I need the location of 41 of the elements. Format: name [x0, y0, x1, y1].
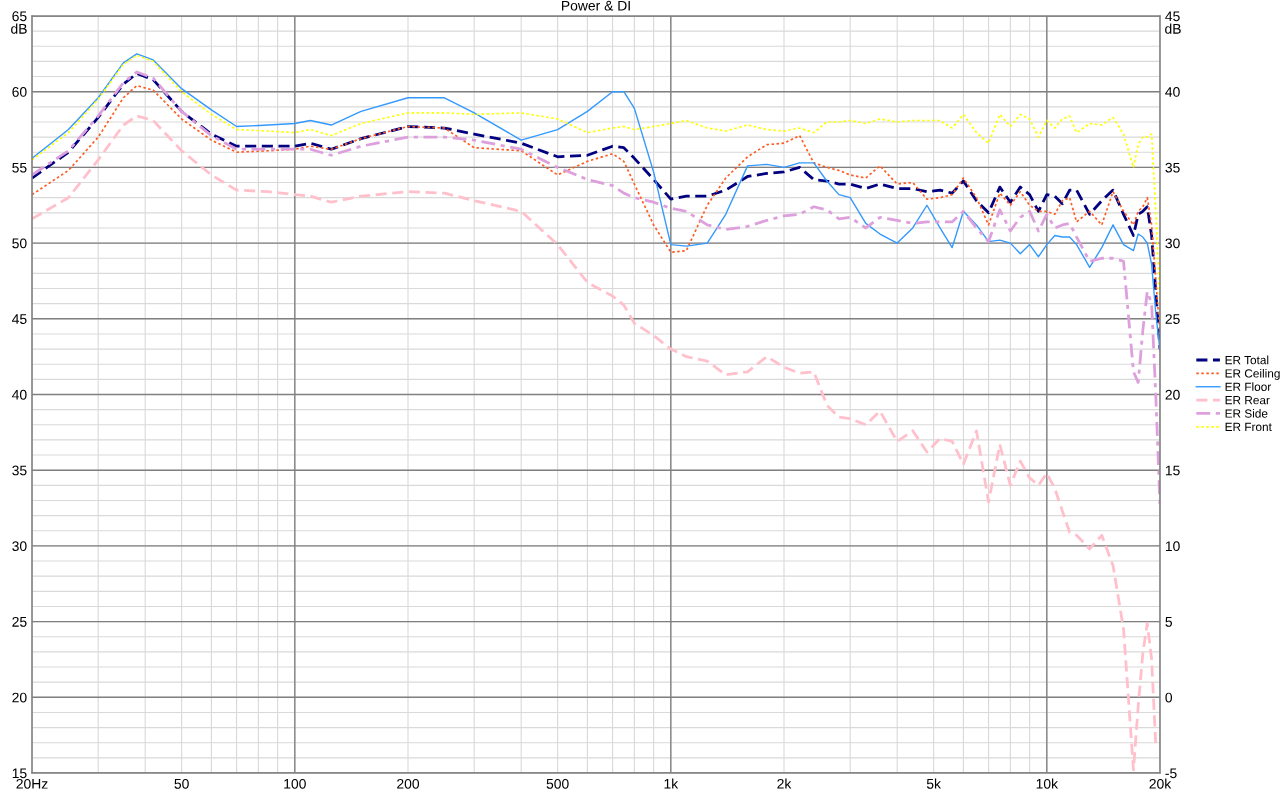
legend-label: ER Ceiling [1225, 368, 1280, 380]
y2-tick-label: 40 [1165, 87, 1180, 97]
legend-label: ER Floor [1225, 382, 1272, 391]
legend-label: ER Total [1225, 355, 1269, 365]
y-axis-title: dB [11, 23, 27, 34]
x-tick-label: 20Hz [16, 778, 48, 789]
y2-tick-label: 10 [1165, 541, 1180, 552]
x-tick-label: 5k [926, 778, 941, 789]
y2-tick-label: 15 [1165, 465, 1180, 476]
y2-axis-title: dB [1165, 23, 1181, 34]
y2-tick-label: 0 [1165, 692, 1173, 703]
y-tick-label: 50 [12, 238, 27, 249]
y-tick-label: 15 [12, 768, 27, 779]
x-tick-label: 200 [397, 778, 420, 789]
chart-title: Power & DI [562, 0, 630, 11]
y-tick-label: 60 [12, 87, 27, 97]
y2-tick-label: 30 [1165, 238, 1180, 249]
y-tick-label: 40 [12, 389, 27, 400]
legend-label: ER Front [1225, 422, 1272, 432]
x-tick-label: 50 [174, 778, 189, 789]
y2-tick-label: 35 [1165, 162, 1180, 173]
x-tick-label: 20k [1149, 778, 1172, 789]
legend-label: ER Rear [1225, 396, 1270, 405]
x-tick-label: 1k [664, 778, 679, 789]
y2-tick-label: 25 [1165, 314, 1180, 324]
y2-tick-label: 20 [1165, 389, 1180, 400]
y-tick-label: 25 [12, 616, 27, 627]
y2-tick-label: 45 [1165, 11, 1180, 22]
x-tick-label: 10k [1036, 778, 1059, 789]
y2-tick-label: -5 [1165, 768, 1177, 779]
y-tick-label: 45 [12, 314, 27, 324]
y-tick-label: 30 [12, 541, 27, 552]
y-tick-label: 55 [12, 162, 27, 173]
x-tick-label: 500 [546, 778, 569, 789]
y-tick-label: 65 [12, 11, 27, 22]
x-tick-label: 100 [284, 778, 306, 789]
x-tick-label: 2k [777, 778, 792, 789]
legend-label: ER Side [1225, 409, 1268, 418]
y-tick-label: 35 [12, 465, 27, 476]
y2-tick-label: 5 [1165, 617, 1172, 627]
y-tick-label: 20 [12, 692, 27, 703]
